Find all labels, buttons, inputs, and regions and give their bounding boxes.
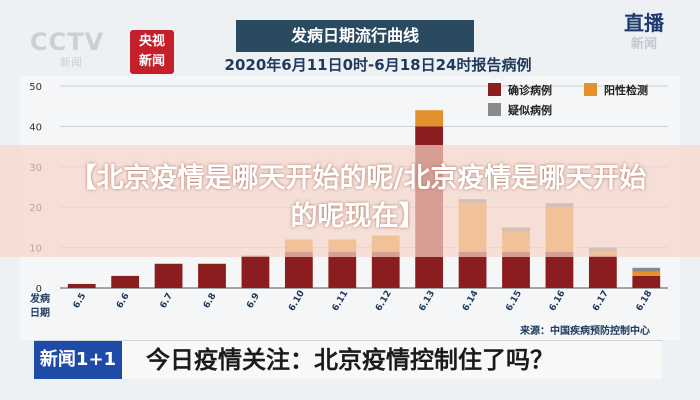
news-ticker: 新闻1+1 今日疫情关注：北京疫情控制住了吗？ [34,340,662,379]
legend-swatch [584,83,597,96]
bar-确诊病例 [284,251,313,288]
bar-确诊病例 [502,251,530,288]
bar-疑似病例 [632,267,661,272]
live-badge-line2: 新闻 [630,37,657,52]
bar-确诊病例 [545,251,574,288]
bar-确诊病例 [198,263,226,288]
bar-确诊病例 [154,263,183,288]
bar-确诊病例 [111,275,140,288]
bar-确诊病例 [588,255,617,288]
news-badge-line2: 新闻 [138,54,165,69]
ticker-logo: 新闻1+1 [34,341,122,379]
bar-确诊病例 [371,251,400,288]
legend-label: 确诊病例 [508,83,552,97]
chart-subtitle: 2020年6月11日0时-6月18日24时报告病例 [224,56,532,74]
legend-swatch [488,103,501,116]
bar-确诊病例 [328,251,357,288]
live-badge-line1: 直播 [624,11,664,35]
news-badge-line1: 央视 [138,34,165,49]
live-badge: 直播 新闻 [616,12,672,56]
source-note: 来源：中国疾病预防控制中心 [520,326,650,337]
x-axis-label-line2: 日期 [30,306,50,319]
legend-swatch [488,83,501,96]
overlay-banner-text: 【北京疫情是哪天开始的呢/北京疫情是哪天开始的呢现在】 [69,163,647,232]
legend-label: 疑似病例 [508,103,552,117]
ticker-headline: 今日疫情关注：北京疫情控制住了吗？ [146,346,554,374]
bar-阳性检测 [415,110,444,127]
bar-确诊病例 [632,275,661,288]
overlay-banner [0,145,700,257]
bar-确诊病例 [241,255,270,288]
legend-label: 阳性检测 [604,83,648,97]
y-tick-label: 50 [29,82,42,93]
bar-阳性检测 [632,271,661,276]
bar-确诊病例 [67,283,96,288]
cctv-logo-sub: 新闻 [60,56,82,69]
cctv-logo-text: CCTV [30,28,105,56]
chart-title: 发病日期流行曲线 [236,20,474,52]
cctv-logo: CCTV 新闻 [30,28,125,69]
y-tick-label: 0 [36,284,42,295]
cctv-news-badge: 央视 新闻 [130,30,174,74]
y-tick-label: 40 [29,122,42,133]
x-axis-label: 发病 [29,292,50,305]
bar-确诊病例 [458,251,487,288]
